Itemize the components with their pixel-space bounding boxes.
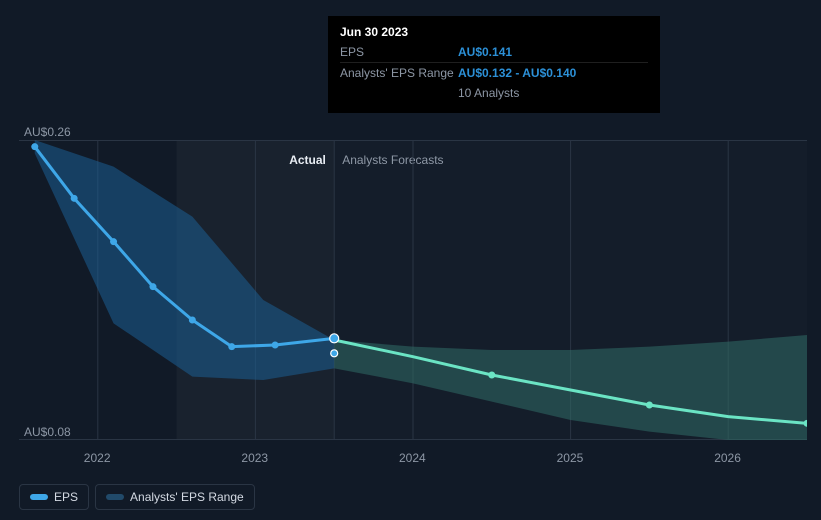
- y-axis-top-label: AU$0.26: [24, 126, 71, 138]
- x-axis-tick-label: 2025: [557, 452, 584, 464]
- legend-item-range[interactable]: Analysts' EPS Range: [95, 484, 255, 510]
- tooltip-analyst-count: 10 Analysts: [458, 83, 648, 103]
- x-axis-tick-label: 2026: [714, 452, 741, 464]
- tooltip-date: Jun 30 2023: [340, 24, 648, 42]
- x-axis-tick-label: 2023: [241, 452, 268, 464]
- x-axis-tick-label: 2022: [84, 452, 111, 464]
- legend-swatch: [30, 494, 48, 500]
- tooltip-row-label: EPS: [340, 42, 458, 63]
- legend-swatch: [106, 494, 124, 500]
- tooltip-row-value: AU$0.132 - AU$0.140: [458, 63, 648, 84]
- tooltip-row-label: Analysts' EPS Range: [340, 63, 458, 84]
- legend-item-label: Analysts' EPS Range: [130, 491, 244, 503]
- legend: EPS Analysts' EPS Range: [19, 484, 255, 510]
- tooltip-table: EPS AU$0.141 Analysts' EPS Range AU$0.13…: [340, 42, 648, 103]
- chart-plot-area[interactable]: [19, 140, 807, 440]
- x-axis-tick-label: 2024: [399, 452, 426, 464]
- legend-item-eps[interactable]: EPS: [19, 484, 89, 510]
- tooltip-row-value: AU$0.141: [458, 42, 648, 63]
- chart-tooltip: Jun 30 2023 EPS AU$0.141 Analysts' EPS R…: [328, 16, 660, 113]
- legend-item-label: EPS: [54, 491, 78, 503]
